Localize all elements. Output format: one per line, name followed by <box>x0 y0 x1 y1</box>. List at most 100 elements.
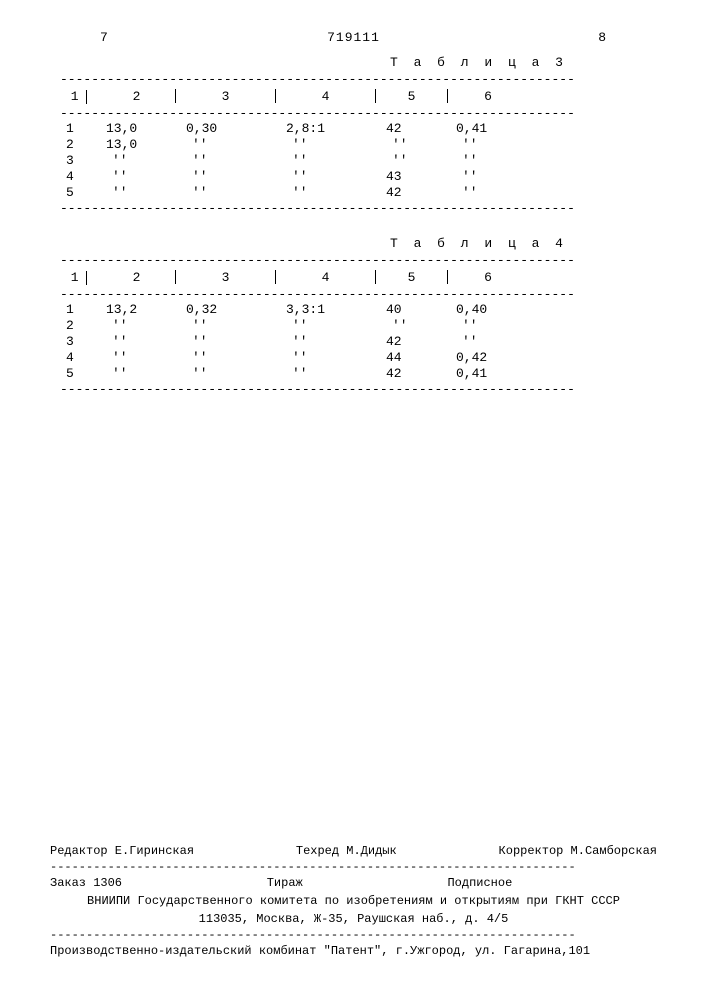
table-row: 2'''''''''' <box>60 318 647 334</box>
table-cell: 13,0 <box>106 121 186 137</box>
table-cell: 4 <box>60 169 106 185</box>
table-4: Т а б л и ц а 4 ------------------------… <box>60 236 647 397</box>
col-header: 2 <box>133 89 141 104</box>
table-cell: '' <box>456 334 536 350</box>
table-cell: 1 <box>60 302 106 318</box>
table-cell: '' <box>106 334 186 350</box>
col-header: 4 <box>322 270 330 285</box>
col-header: 5 <box>408 270 416 285</box>
col-header: 3 <box>222 89 230 104</box>
patent-number: 719111 <box>327 30 380 45</box>
publisher: Производственно-издательский комбинат "П… <box>50 942 657 960</box>
table-cell: 1 <box>60 121 106 137</box>
table-cell: '' <box>386 137 456 153</box>
table-cell: '' <box>286 169 386 185</box>
table-row: 5''''''420,41 <box>60 366 647 382</box>
table-cell: '' <box>286 350 386 366</box>
tehred: Техред М.Дидык <box>296 844 397 858</box>
table-cell: 3 <box>60 334 106 350</box>
order-number: Заказ 1306 <box>50 876 122 890</box>
col-header: 2 <box>133 270 141 285</box>
table-cell: '' <box>286 137 386 153</box>
table-cell: 0,32 <box>186 302 286 318</box>
table-cell: '' <box>456 153 536 169</box>
table-cell: '' <box>186 185 286 201</box>
table-cell: 5 <box>60 185 106 201</box>
table-cell: 42 <box>386 334 456 350</box>
table-cell: 40 <box>386 302 456 318</box>
table-cell: 2 <box>60 137 106 153</box>
col-header: 5 <box>408 89 416 104</box>
table-row: 3'''''''''' <box>60 153 647 169</box>
dash-line: ----------------------------------------… <box>60 382 647 397</box>
table-cell: 42 <box>386 366 456 382</box>
table-cell: '' <box>186 137 286 153</box>
table-cell: 43 <box>386 169 456 185</box>
table-cell: '' <box>106 318 186 334</box>
table-cell: '' <box>286 185 386 201</box>
table-cell: 13,0 <box>106 137 186 153</box>
table-row: 113,00,302,8:1420,41 <box>60 121 647 137</box>
tirage: Тираж <box>267 876 303 890</box>
table-cell: '' <box>186 366 286 382</box>
col-header: 4 <box>322 89 330 104</box>
col-header: 1 <box>71 270 79 285</box>
page-header: 7 719111 8 <box>60 30 647 45</box>
dash-line: ----------------------------------------… <box>50 928 657 942</box>
table-cell: '' <box>456 169 536 185</box>
table-cell: 0,41 <box>456 366 536 382</box>
dash-line: ----------------------------------------… <box>60 253 647 268</box>
table-cell: '' <box>456 185 536 201</box>
table-cell: '' <box>106 366 186 382</box>
table-cell: '' <box>106 185 186 201</box>
col-header: 6 <box>484 270 492 285</box>
table-cell: 44 <box>386 350 456 366</box>
table-cell: 42 <box>386 121 456 137</box>
table-3-title: Т а б л и ц а 3 <box>60 55 647 70</box>
table-cell: 2 <box>60 318 106 334</box>
table-cell: 0,30 <box>186 121 286 137</box>
organization-line-1: ВНИИПИ Государственного комитета по изоб… <box>50 892 657 910</box>
table-cell: '' <box>286 153 386 169</box>
table-cell: 13,2 <box>106 302 186 318</box>
table-cell: '' <box>106 169 186 185</box>
table-cell: '' <box>456 318 536 334</box>
table-cell: 4 <box>60 350 106 366</box>
corrector: Корректор М.Самборская <box>499 844 657 858</box>
table-cell: '' <box>186 350 286 366</box>
table-3-header: 1 2 3 4 5 6 <box>60 87 647 106</box>
dash-line: ----------------------------------------… <box>60 287 647 302</box>
table-cell: '' <box>186 153 286 169</box>
table-cell: '' <box>386 153 456 169</box>
table-3: Т а б л и ц а 3 ------------------------… <box>60 55 647 216</box>
table-row: 113,20,323,3:1400,40 <box>60 302 647 318</box>
table-cell: '' <box>106 153 186 169</box>
table-cell: 3,3:1 <box>286 302 386 318</box>
table-row: 213,0'''''''' <box>60 137 647 153</box>
dash-line: ----------------------------------------… <box>50 860 657 874</box>
footer: Редактор Е.Гиринская Техред М.Дидык Корр… <box>50 842 657 960</box>
table-cell: 0,40 <box>456 302 536 318</box>
table-cell: 0,41 <box>456 121 536 137</box>
table-cell: '' <box>186 334 286 350</box>
table-cell: '' <box>386 318 456 334</box>
editor: Редактор Е.Гиринская <box>50 844 194 858</box>
dash-line: ----------------------------------------… <box>60 201 647 216</box>
table-row: 5''''''42'' <box>60 185 647 201</box>
page-num-right: 8 <box>598 30 607 45</box>
table-cell: '' <box>286 334 386 350</box>
table-cell: 42 <box>386 185 456 201</box>
table-cell: 2,8:1 <box>286 121 386 137</box>
table-cell: '' <box>286 366 386 382</box>
table-cell: '' <box>106 350 186 366</box>
table-4-title: Т а б л и ц а 4 <box>60 236 647 251</box>
table-cell: 0,42 <box>456 350 536 366</box>
table-cell: 5 <box>60 366 106 382</box>
col-header: 6 <box>484 89 492 104</box>
table-row: 3''''''42'' <box>60 334 647 350</box>
table-cell: '' <box>456 137 536 153</box>
page-num-left: 7 <box>100 30 109 45</box>
table-cell: 3 <box>60 153 106 169</box>
dash-line: ----------------------------------------… <box>60 106 647 121</box>
table-row: 4''''''43'' <box>60 169 647 185</box>
